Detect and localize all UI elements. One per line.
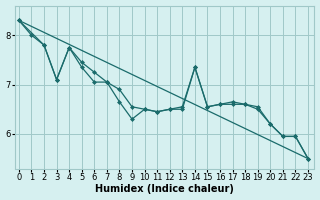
X-axis label: Humidex (Indice chaleur): Humidex (Indice chaleur)	[95, 184, 234, 194]
